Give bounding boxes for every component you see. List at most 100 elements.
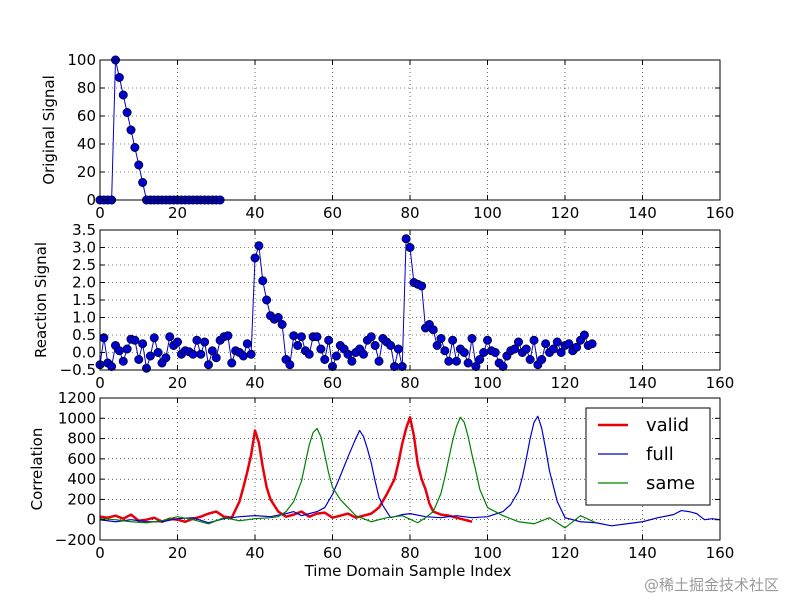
y-tick-label: 80 <box>77 79 96 97</box>
x-tick-label: 160 <box>706 204 735 222</box>
data-point <box>537 354 547 364</box>
data-point <box>130 143 140 153</box>
data-point <box>289 331 299 341</box>
watermark-text: @稀土掘金技术社区 <box>644 576 779 594</box>
data-point <box>436 333 446 343</box>
data-point <box>145 351 155 361</box>
x-tick-label: 160 <box>706 544 735 562</box>
data-point <box>296 332 306 342</box>
data-point <box>285 360 295 370</box>
data-point <box>482 335 492 345</box>
data-point <box>262 295 272 305</box>
data-point <box>471 361 481 371</box>
data-point <box>312 332 322 342</box>
y-tick-label: 1.5 <box>72 291 96 309</box>
x-tick-label: 140 <box>628 374 657 392</box>
data-point <box>444 356 454 366</box>
data-point <box>188 349 198 359</box>
data-point <box>397 361 407 371</box>
x-tick-label: 120 <box>551 204 580 222</box>
data-point <box>211 353 221 363</box>
data-point <box>149 333 159 343</box>
x-tick-label: 0 <box>95 204 105 222</box>
legend-label-same: same <box>646 473 695 494</box>
y-tick-label: 0 <box>86 511 96 529</box>
data-point <box>207 346 217 356</box>
subplot-2: 0 20 40 60 80 100 120 140 160 −0.50.00.51.01.52.0… <box>32 221 734 392</box>
y-tick-label: 1200 <box>58 389 96 407</box>
data-point <box>475 354 485 364</box>
y-tick-label: 200 <box>67 490 96 508</box>
x-tick-label: 80 <box>400 374 419 392</box>
y-tick-label: 600 <box>67 450 96 468</box>
data-point <box>521 344 531 354</box>
data-point <box>370 340 380 350</box>
data-point <box>173 337 183 347</box>
data-point <box>192 335 202 345</box>
data-point <box>204 360 214 370</box>
y-axis-label: Reaction Signal <box>32 242 50 358</box>
x-tick-label: 60 <box>323 544 342 562</box>
data-point <box>273 312 283 322</box>
data-point <box>114 346 124 356</box>
x-tick-label: 100 <box>473 374 502 392</box>
data-point <box>293 340 303 350</box>
data-point <box>142 363 152 373</box>
x-tick-label: 120 <box>551 544 580 562</box>
x-tick-label: 20 <box>168 374 187 392</box>
y-tick-label: 0 <box>86 191 96 209</box>
data-point <box>304 349 314 359</box>
data-point <box>467 333 477 343</box>
data-point <box>347 356 357 366</box>
y-tick-label: 0.5 <box>72 326 96 344</box>
y-tick-label: 20 <box>77 163 96 181</box>
data-point <box>432 340 442 350</box>
plots-root: 0 20 40 60 80 100 120 140 160 0 20 40 60 80 100 Origina… <box>28 51 734 580</box>
x-tick-label: 80 <box>400 204 419 222</box>
data-point <box>134 354 144 364</box>
data-point <box>572 342 582 352</box>
y-axis-label: Original Signal <box>40 75 58 185</box>
data-point <box>227 358 237 368</box>
data-point <box>320 354 330 364</box>
data-point <box>134 160 144 170</box>
legend-label-valid: valid <box>646 415 689 436</box>
data-point <box>316 344 326 354</box>
data-point <box>463 358 473 368</box>
y-tick-label: −200 <box>55 531 96 549</box>
data-point <box>238 351 248 361</box>
data-point <box>405 243 415 253</box>
x-tick-label: 100 <box>473 544 502 562</box>
data-point <box>358 349 368 359</box>
data-point <box>556 347 566 357</box>
data-point <box>200 337 210 347</box>
data-point <box>114 73 124 83</box>
x-tick-label: 100 <box>473 204 502 222</box>
series-group <box>100 415 720 529</box>
data-point <box>579 330 589 340</box>
data-point <box>510 344 520 354</box>
data-point <box>552 337 562 347</box>
data-point <box>122 344 132 354</box>
x-tick-label: 80 <box>400 544 419 562</box>
data-point <box>331 351 341 361</box>
x-tick-label: 0 <box>95 374 105 392</box>
y-tick-label: 40 <box>77 135 96 153</box>
data-point <box>138 339 148 349</box>
data-point <box>428 325 438 335</box>
legend: valid full same <box>585 407 711 506</box>
data-point <box>393 344 403 354</box>
data-point <box>153 347 163 357</box>
y-tick-label: 1.0 <box>72 309 96 327</box>
y-tick-label: 800 <box>67 430 96 448</box>
y-axis-label: Correlation <box>28 428 46 511</box>
data-point <box>246 349 256 359</box>
series-line-same <box>100 416 597 529</box>
data-point <box>541 339 551 349</box>
data-point <box>138 178 148 188</box>
data-point <box>459 347 469 357</box>
data-point <box>525 354 535 364</box>
data-point <box>386 340 396 350</box>
x-tick-label: 140 <box>628 204 657 222</box>
subplot-1: 0 20 40 60 80 100 120 140 160 0 20 40 60 80 100 Origina… <box>40 51 734 222</box>
